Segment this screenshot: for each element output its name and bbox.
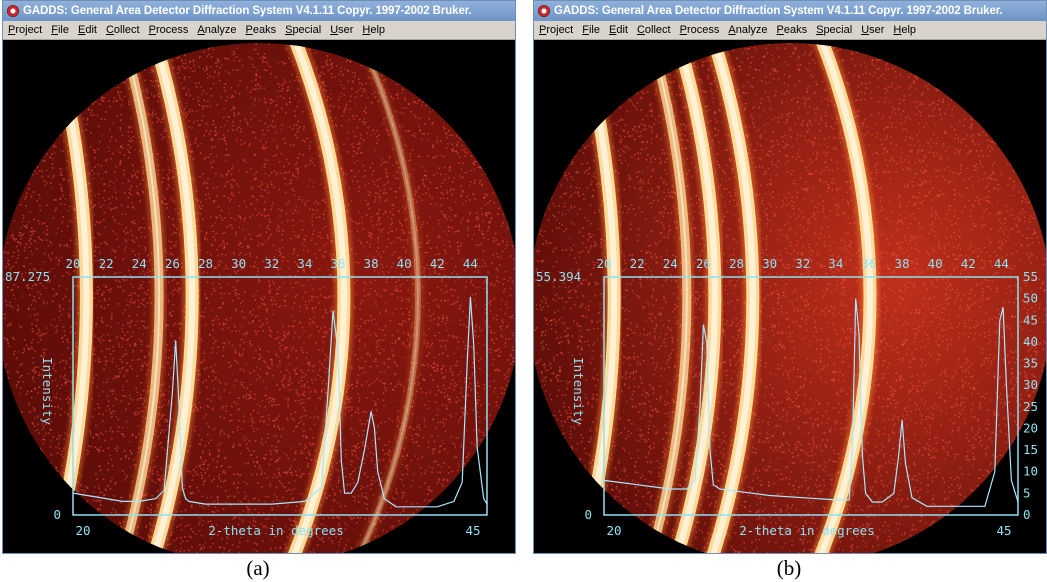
top-tick-label: 24 [663,256,678,271]
menu-peaks[interactable]: Peaks [776,24,808,36]
diffraction-ring [701,43,763,553]
app-icon [538,5,550,17]
gadds-window-a: GADDS: General Area Detector Diffraction… [2,0,516,554]
right-tick-label: 20 [1023,420,1038,435]
menu-help[interactable]: Help [362,24,386,36]
top-tick-label: 22 [99,256,114,271]
menu-collect[interactable]: Collect [636,24,671,36]
diffraction-ring [113,43,167,553]
y-min-label: 0 [584,507,592,522]
app-icon [7,5,19,17]
y-axis-label: Intensity [40,357,55,425]
right-tick-label: 30 [1023,377,1038,392]
plot-frame [72,276,488,516]
top-tick-label: 32 [795,256,810,271]
menu-analyze[interactable]: Analyze [197,24,237,36]
top-tick-label: 44 [463,256,478,271]
menu-edit[interactable]: Edit [609,24,628,36]
top-tick-label: 30 [231,256,246,271]
menu-analyze[interactable]: Analyze [728,24,768,36]
top-tick-label: 44 [994,256,1009,271]
diffraction-ring [808,43,880,553]
y-min-label: 0 [53,507,61,522]
menu-help[interactable]: Help [893,24,917,36]
right-tick-label: 35 [1023,356,1038,371]
diffraction-ring [282,43,354,553]
window-title: GADDS: General Area Detector Diffraction… [554,5,1003,17]
x-end-label: 45 [996,523,1011,538]
right-tick-label: 40 [1023,334,1038,349]
top-tick-label: 42 [430,256,445,271]
menu-special[interactable]: Special [285,24,322,36]
menu-process[interactable]: Process [679,24,720,36]
x-end-label: 45 [465,523,480,538]
top-tick-label: 38 [895,256,910,271]
figure-caption: (a) [246,556,270,580]
right-tick-label: 5 [1023,485,1031,500]
top-tick-label: 26 [165,256,180,271]
window-title: GADDS: General Area Detector Diffraction… [23,5,472,17]
top-tick-label: 20 [65,256,80,271]
top-tick-label: 34 [297,256,312,271]
top-tick-label: 26 [696,256,711,271]
y-axis-label: Intensity [571,357,586,425]
menu-user[interactable]: User [861,24,885,36]
menu-process[interactable]: Process [148,24,189,36]
top-tick-label: 22 [630,256,645,271]
top-tick-label: 36 [861,256,876,271]
intensity-trace [72,296,488,508]
diffraction-ring [142,43,202,553]
top-tick-label: 40 [397,256,412,271]
menu-bar: Project File Edit Collect Process Analyz… [534,21,1046,40]
x-axis-label: 2-theta in degrees [739,523,874,538]
top-tick-label: 24 [132,256,147,271]
menu-user[interactable]: User [330,24,354,36]
right-tick-label: 50 [1023,291,1038,306]
intensity-trace [603,298,1019,507]
diffraction-ring [665,43,725,553]
menu-bar: Project File Edit Collect Process Analyz… [3,21,515,40]
menu-project[interactable]: Project [8,24,43,36]
right-tick-label: 15 [1023,442,1038,457]
top-tick-label: 32 [264,256,279,271]
gadds-window-b: GADDS: General Area Detector Diffraction… [533,0,1047,554]
right-tick-label: 45 [1023,312,1038,327]
x-start-label: 20 [606,523,621,538]
diffraction-image[interactable]: 20 22 24 26 28 30 32 34 36 38 40 42 44 87.275 0 20 45 2-t… [3,40,515,553]
menu-file[interactable]: File [51,24,69,36]
right-tick-label: 0 [1023,507,1031,522]
top-tick-label: 40 [928,256,943,271]
right-tick-label: 25 [1023,399,1038,414]
right-tick-label: 10 [1023,464,1038,479]
panel-b: GADDS: General Area Detector Diffraction… [533,0,1047,582]
y-max-label: 55.394 [536,269,581,284]
panel-a: GADDS: General Area Detector Diffraction… [2,0,520,582]
menu-peaks[interactable]: Peaks [245,24,277,36]
menu-special[interactable]: Special [816,24,853,36]
title-bar: GADDS: General Area Detector Diffraction… [534,1,1046,21]
menu-collect[interactable]: Collect [105,24,140,36]
top-tick-label: 20 [596,256,611,271]
top-tick-label: 36 [330,256,345,271]
top-tick-label: 38 [364,256,379,271]
x-start-label: 20 [75,523,90,538]
figure-caption: (b) [776,556,802,580]
menu-project[interactable]: Project [539,24,574,36]
top-tick-label: 28 [198,256,213,271]
top-tick-label: 34 [828,256,843,271]
diffraction-ring [349,43,424,553]
y-max-label: 87.275 [5,269,50,284]
x-axis-label: 2-theta in degrees [208,523,343,538]
right-tick-label: 55 [1023,269,1038,284]
menu-file[interactable]: File [582,24,600,36]
diffraction-image[interactable]: 20 22 24 26 28 30 32 34 36 38 40 42 44 0 5 10 15 20 25 30 35… [534,40,1046,553]
diffraction-ring [641,43,695,553]
top-tick-label: 42 [961,256,976,271]
plot-frame [603,276,1019,516]
title-bar: GADDS: General Area Detector Diffraction… [3,1,515,21]
top-tick-label: 28 [729,256,744,271]
menu-edit[interactable]: Edit [78,24,97,36]
top-tick-label: 30 [762,256,777,271]
